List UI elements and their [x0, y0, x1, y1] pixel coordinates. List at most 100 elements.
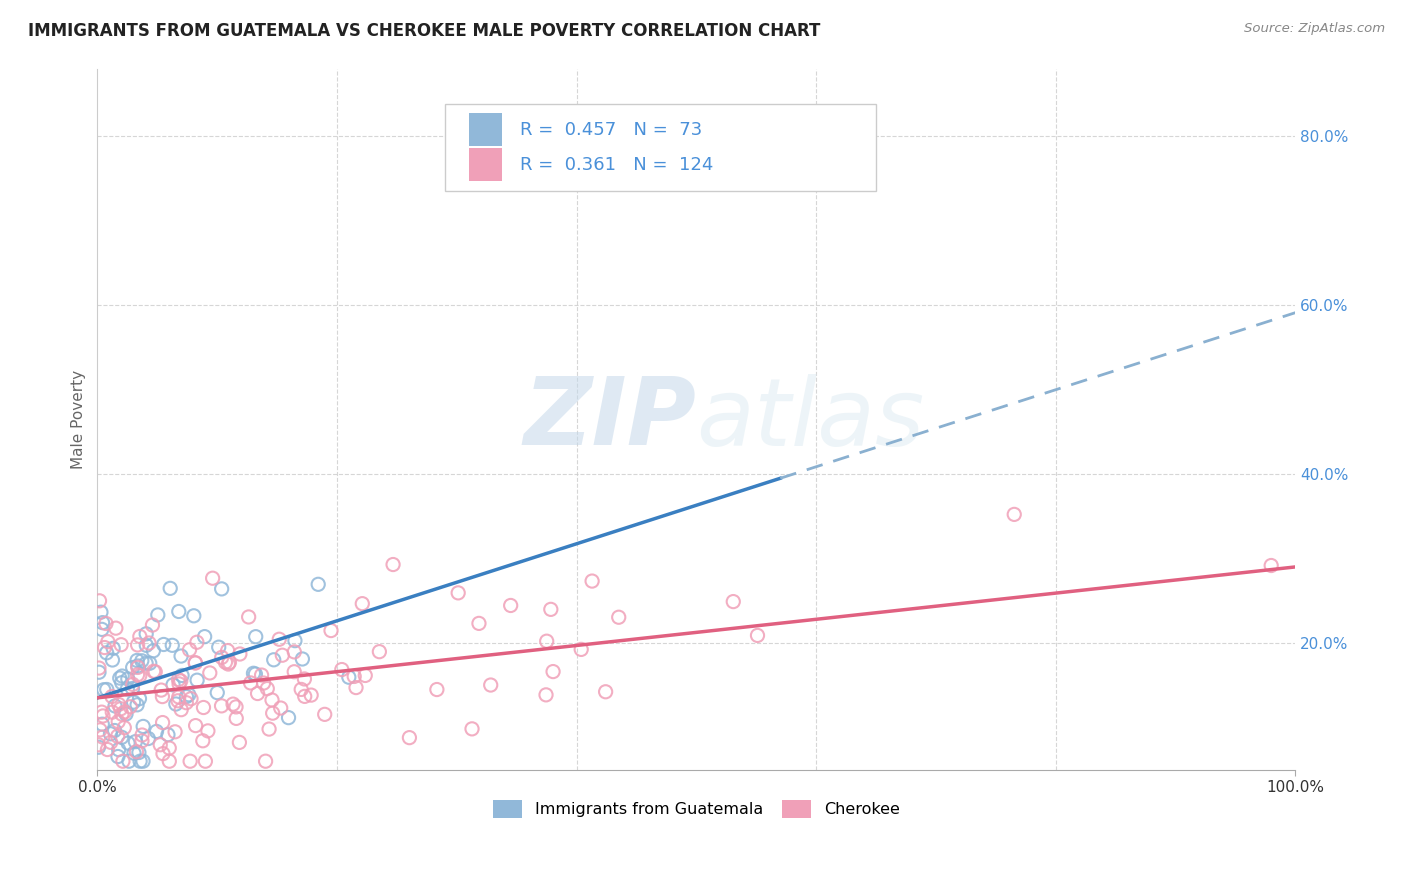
Point — [263, 653, 285, 667]
Point — [307, 577, 329, 591]
Point — [382, 558, 405, 572]
Point — [284, 633, 307, 648]
Point — [319, 624, 342, 638]
Point — [157, 741, 180, 756]
Point — [179, 642, 201, 657]
Point — [167, 605, 190, 619]
Point — [93, 682, 115, 697]
Point — [184, 656, 207, 670]
Text: ZIP: ZIP — [523, 373, 696, 465]
Point — [283, 665, 305, 679]
Point — [176, 690, 198, 704]
Point — [128, 746, 150, 760]
Point — [91, 730, 114, 744]
Point — [127, 667, 149, 681]
Point — [111, 754, 134, 768]
Point — [101, 653, 124, 667]
Point — [186, 673, 208, 688]
Point — [157, 754, 180, 768]
Point — [176, 696, 198, 710]
Point — [252, 676, 274, 690]
Point — [337, 670, 360, 684]
Point — [87, 738, 110, 752]
Point — [145, 724, 167, 739]
Point — [183, 608, 205, 623]
Point — [128, 630, 150, 644]
Point — [354, 668, 377, 682]
Point — [131, 654, 153, 668]
Point — [225, 711, 247, 725]
Point — [87, 740, 110, 755]
Point — [541, 665, 564, 679]
Point — [262, 706, 284, 721]
Point — [111, 731, 134, 745]
Point — [165, 697, 187, 711]
Point — [112, 721, 135, 735]
Point — [499, 599, 522, 613]
Point — [468, 616, 491, 631]
Point — [228, 735, 250, 749]
Point — [127, 698, 149, 712]
Point — [167, 690, 190, 704]
Point — [107, 698, 129, 712]
Point — [260, 693, 283, 707]
Point — [245, 667, 267, 681]
Point — [101, 705, 124, 719]
Point — [120, 699, 142, 714]
Point — [150, 683, 173, 698]
Point — [207, 685, 229, 699]
Point — [152, 715, 174, 730]
Point — [117, 681, 139, 696]
Point — [118, 754, 141, 768]
Point — [127, 659, 149, 673]
Point — [96, 646, 118, 660]
Point — [269, 632, 291, 647]
Point — [97, 634, 120, 648]
Point — [135, 627, 157, 641]
Point — [177, 688, 200, 702]
Point — [208, 640, 231, 655]
Point — [607, 610, 630, 624]
Point — [201, 571, 224, 585]
Point — [197, 723, 219, 738]
Point — [142, 644, 165, 658]
Point — [89, 723, 111, 737]
Point — [747, 628, 769, 642]
Point — [214, 655, 236, 669]
Point — [110, 638, 132, 652]
Point — [256, 681, 278, 696]
Point — [167, 677, 190, 691]
Point — [569, 642, 592, 657]
Point — [198, 665, 221, 680]
Point — [294, 672, 316, 686]
Point — [122, 746, 145, 760]
Point — [162, 678, 184, 692]
Point — [184, 656, 207, 670]
Point — [87, 665, 110, 680]
Point — [107, 729, 129, 743]
Point — [115, 706, 138, 721]
Point — [461, 722, 484, 736]
FancyBboxPatch shape — [444, 103, 876, 191]
Point — [91, 615, 114, 630]
Point — [344, 681, 367, 695]
Point — [218, 656, 240, 670]
Point — [211, 650, 233, 665]
Point — [179, 754, 201, 768]
Point — [96, 742, 118, 756]
Point — [121, 681, 143, 696]
Point — [104, 698, 127, 713]
Point — [129, 754, 152, 768]
Point — [91, 709, 114, 723]
Point — [91, 717, 114, 731]
Point — [122, 695, 145, 709]
Point — [271, 648, 294, 663]
Point — [479, 678, 502, 692]
Point — [229, 647, 252, 661]
Point — [595, 685, 617, 699]
Point — [426, 682, 449, 697]
Point — [186, 635, 208, 649]
Point — [294, 690, 316, 704]
Point — [139, 657, 162, 671]
Point — [225, 700, 247, 714]
